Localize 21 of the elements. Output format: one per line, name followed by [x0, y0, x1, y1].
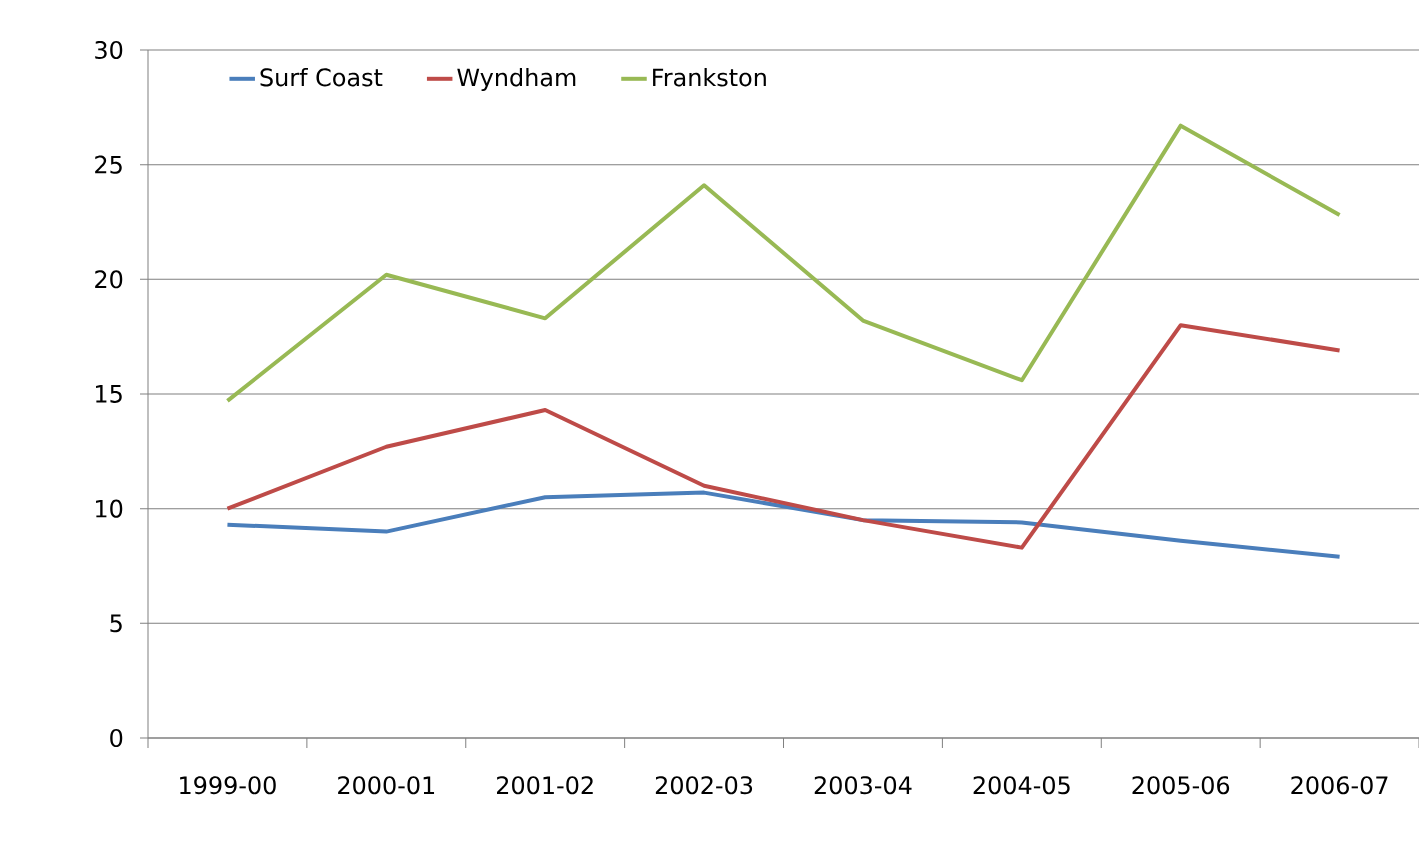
line-series [225, 490, 1342, 559]
y-tick-label: 5 [110, 614, 122, 633]
line-series [225, 323, 1342, 550]
y-tick-label: 25 [95, 155, 122, 174]
y-tick-label: 15 [96, 385, 122, 403]
x-tick-label: 2004-05 [973, 776, 1070, 795]
x-tick-label: 2000-01 [338, 776, 435, 795]
y-tick-label: 20 [95, 270, 123, 289]
y-tick-label: 30 [95, 40, 123, 60]
x-tick-label: 2002-03 [655, 776, 753, 795]
legend-label: Wyndham [457, 67, 576, 92]
x-tick-label: 2001-02 [497, 776, 593, 795]
x-tick-label: 2003-04 [814, 776, 912, 795]
y-tick-label: 10 [96, 499, 123, 518]
y-tick-label: 0 [110, 728, 123, 748]
line-series [225, 123, 1342, 403]
x-tick-label: 1999-00 [180, 776, 276, 795]
legend-label: Surf Coast [260, 67, 383, 87]
legend-label: Frankston [653, 67, 766, 87]
x-tick-label: 2005-06 [1132, 776, 1230, 795]
x-tick-label: 2006-07 [1291, 776, 1388, 795]
